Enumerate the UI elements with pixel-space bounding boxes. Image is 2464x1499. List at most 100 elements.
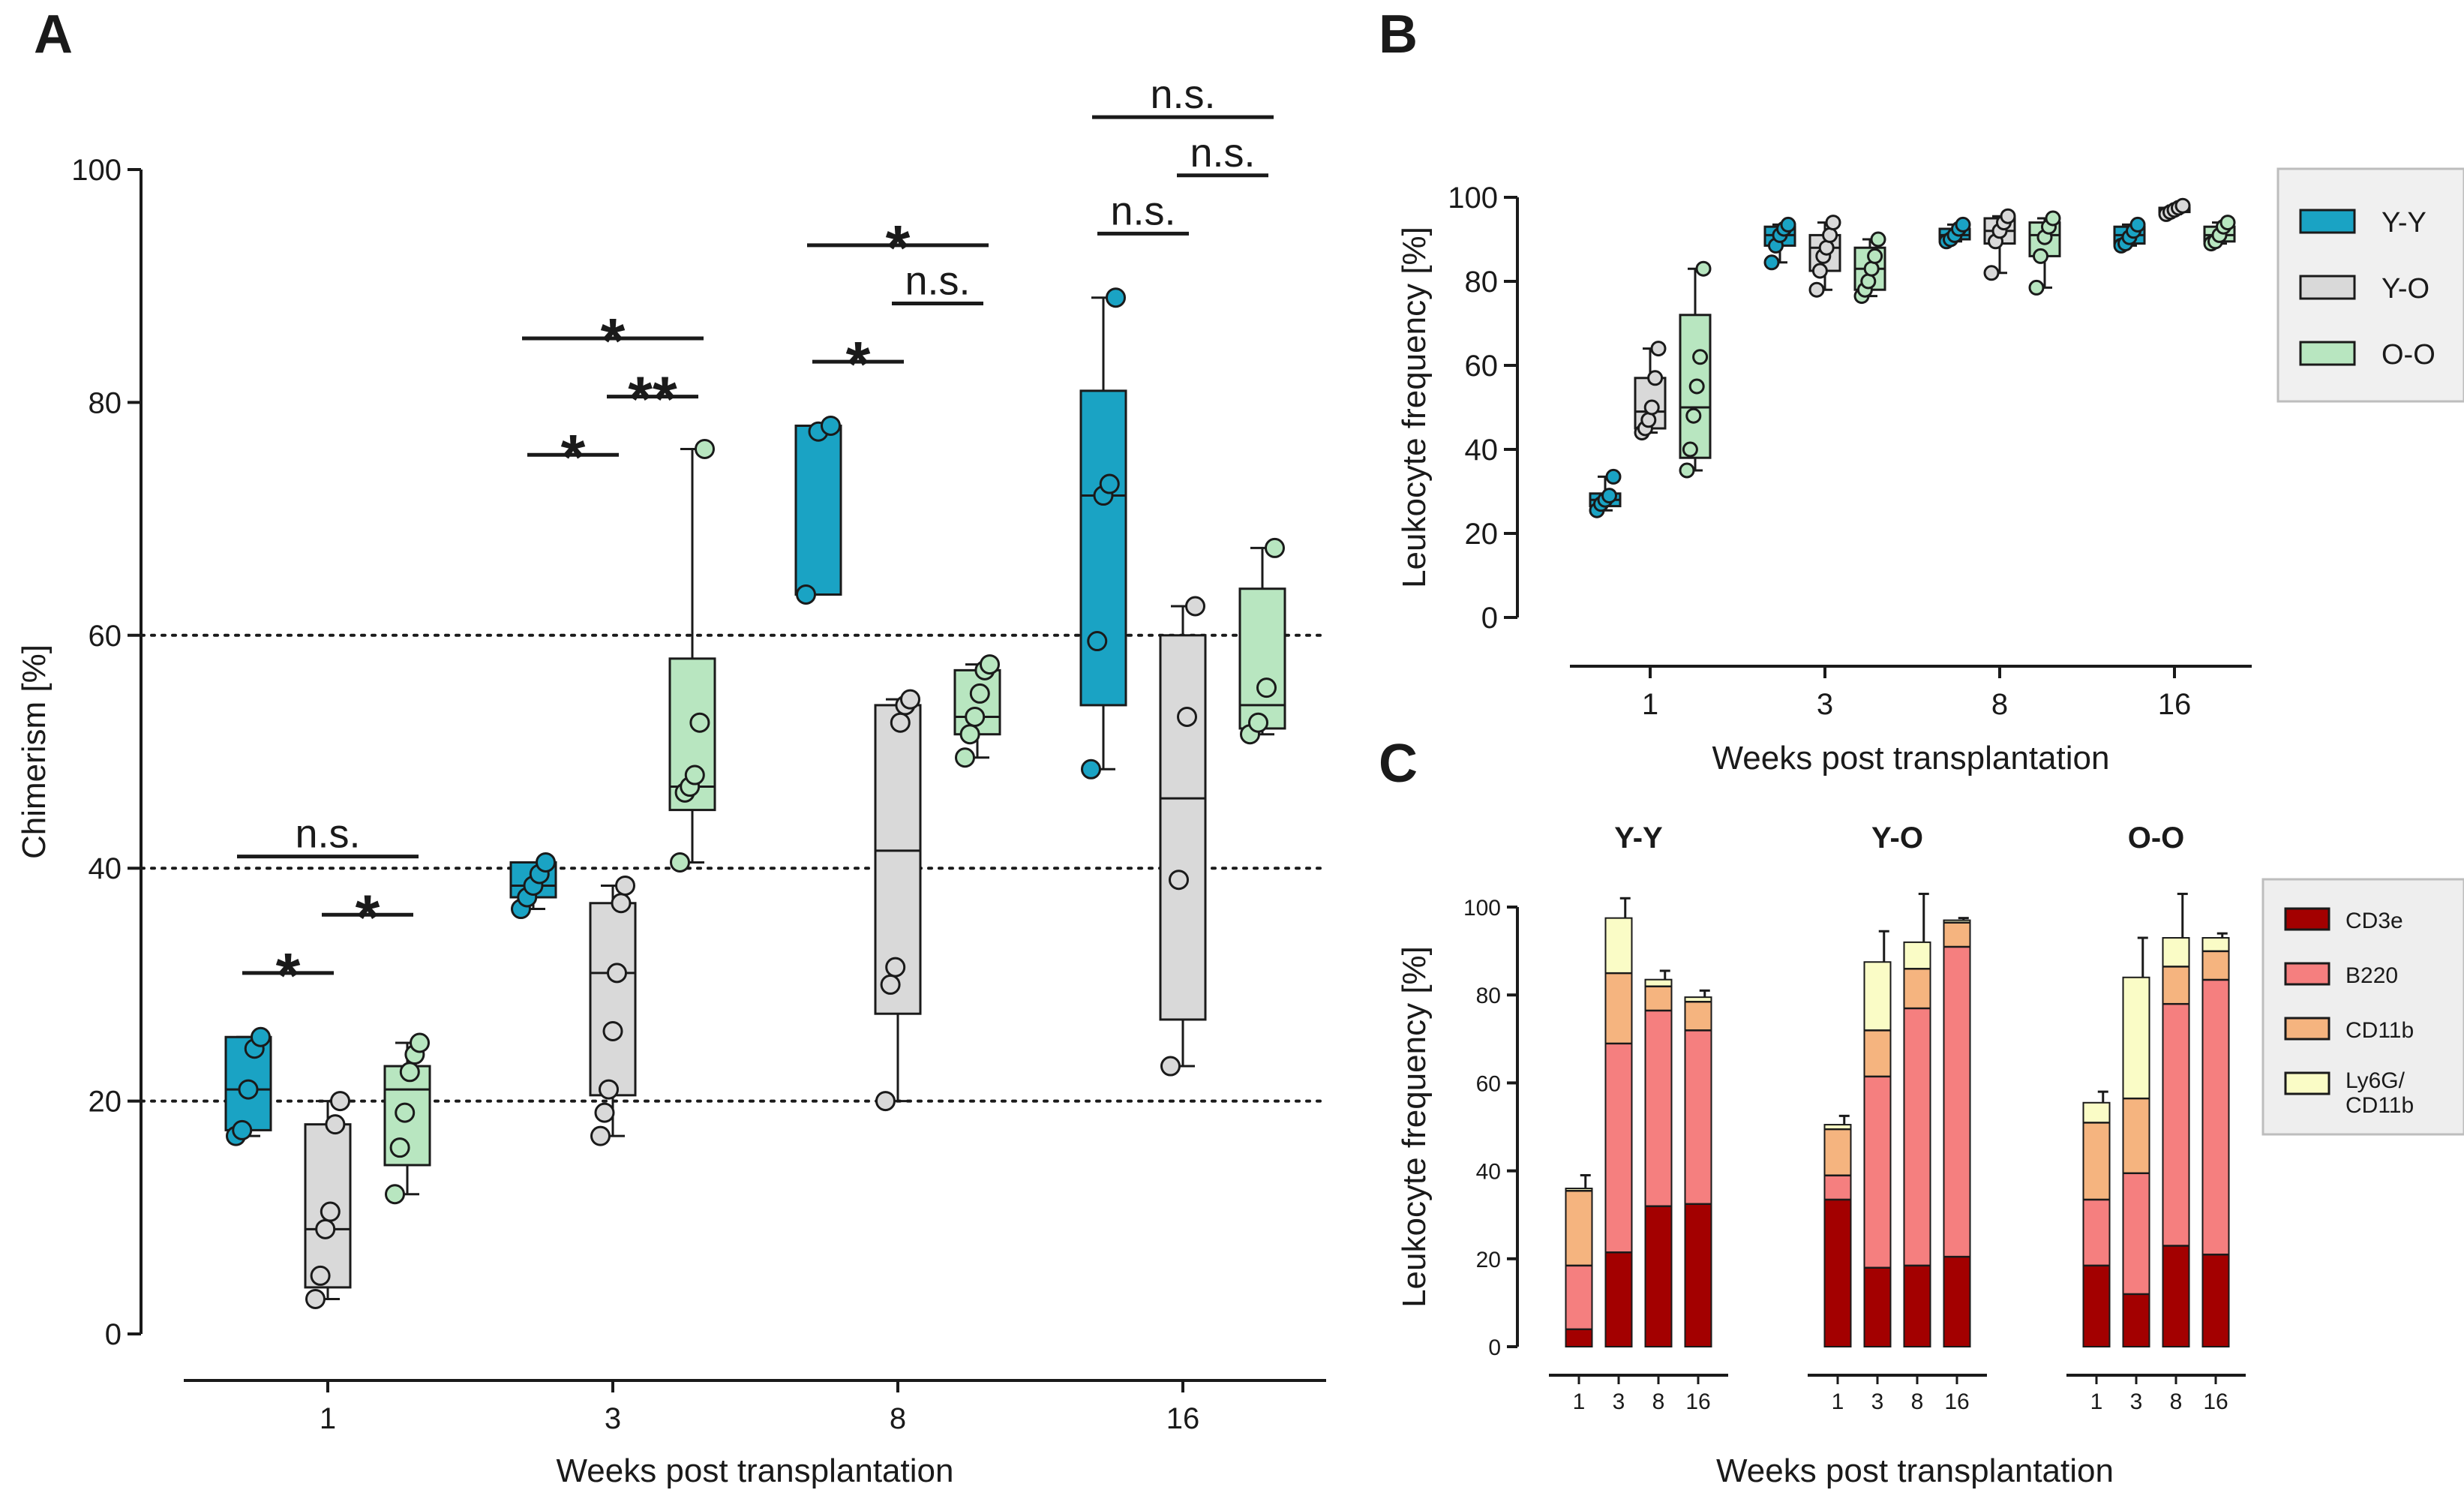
data-point [1605,468,1622,485]
legend-swatch [2284,962,2330,986]
segment-CD11b [1943,921,1971,948]
legend-label: CD3e [2345,909,2403,933]
segment-CD11b [1863,1029,1892,1077]
box-Y-O-3 [1808,215,1841,298]
legend-label: CD11b [2345,1018,2414,1043]
legend-label: Ly6G/CD11b [2345,1068,2414,1118]
significance-bracket: * [812,329,904,399]
panel-letter-c: C [1379,734,1418,794]
box-body [794,424,842,596]
segment-Ly6G/ CD11b [2201,937,2230,952]
data-point [1811,263,1828,279]
data-point [325,1114,346,1135]
significance-label: n.s. [1190,131,1255,176]
data-point [900,689,920,710]
segment-CD3e [1943,1255,1971,1347]
segment-B220 [2082,1198,2111,1266]
y-tick-label: 100 [1448,182,1498,215]
significance-label: n.s. [905,258,970,303]
data-point [2000,208,2016,224]
y-tick-label: 40 [89,852,122,885]
data-point [602,1020,623,1041]
box-Y-O-8 [874,689,922,1112]
segment-Ly6G/ CD11b [1903,941,1931,970]
segment-CD3e [1644,1205,1673,1347]
segment-Ly6G/ CD11b [1823,1124,1852,1130]
significance-bracket: n.s. [1177,131,1268,178]
segment-B220 [1644,1009,1673,1207]
segment-CD11b [1684,1000,1712,1032]
segment-CD3e [2082,1264,2111,1347]
x-tick-label: 16 [1685,1389,1710,1414]
legend-swatch [2284,907,2330,931]
group-Y-O: Y-O 1 3 8 16 [1808,822,1987,1414]
significance-label: n.s. [1110,188,1175,233]
x-tick-label: 8 [890,1402,906,1435]
box-Y-O-1 [304,1091,352,1309]
data-point [310,1265,331,1286]
segment-Ly6G/ CD11b [2122,976,2150,1099]
data-point [389,1137,410,1158]
segment-Ly6G/ CD11b [1943,919,1971,924]
data-point [1763,254,1780,271]
significance-bracket: * [527,422,619,492]
legend-swatch [2299,275,2356,300]
segment-CD3e [2201,1253,2230,1347]
segment-Ly6G/ CD11b [2082,1101,2111,1124]
data-point [395,1102,416,1123]
panel-c: 0 20 40 60 80 100 Leukocyte frequency [%] Weeks… [1396,822,2464,1489]
group-title: Y-Y [1614,822,1663,855]
segment-Ly6G/ CD11b [1565,1188,1593,1191]
segment-CD3e [1823,1198,1852,1347]
bar-Y-Y-8 [1644,969,1673,1347]
data-point [821,415,841,436]
box-O-O-3 [1853,231,1886,305]
data-point [599,1079,619,1100]
segment-CD3e [1684,1203,1712,1348]
x-axis-title: Weeks post transplantation [1716,1452,2114,1489]
significance-bracket: * [807,212,989,283]
data-point [885,957,906,978]
legend-swatch [2284,1071,2330,1095]
data-point [1818,239,1835,256]
y-tick-label: 0 [1488,1335,1501,1360]
data-point [590,1125,611,1146]
data-point [615,875,635,896]
panel-letter-a: A [34,5,73,65]
y-axis-title: Chimerism [%] [16,644,53,859]
data-point [594,1102,615,1123]
data-point [2129,216,2146,233]
box-Y-Y-3 [1763,216,1796,271]
box-Y-Y-1 [1589,468,1622,518]
significance-label: ** [628,364,677,434]
segment-Ly6G/ CD11b [1604,917,1633,974]
significance-bracket: n.s. [1097,188,1189,236]
x-tick-label: 1 [1573,1389,1586,1414]
data-point [955,747,975,768]
y-tick-label: 60 [1476,1071,1501,1096]
data-point [695,438,715,459]
bar-O-O-8 [2162,892,2190,1347]
x-tick-label: 1 [320,1402,336,1435]
data-point [1640,412,1657,428]
data-point [875,1091,896,1112]
x-tick-label: 8 [2170,1389,2183,1414]
data-point [320,1201,341,1222]
data-point [410,1032,430,1053]
segment-CD11b [2082,1122,2111,1200]
box-body [1679,314,1712,459]
segment-CD11b [1644,985,1673,1011]
segment-Ly6G/ CD11b [1644,978,1673,987]
significance-label: * [846,329,871,399]
data-point [1169,870,1189,891]
segment-B220 [1684,1029,1712,1205]
data-point [1955,216,1971,233]
box-Y-O-16 [1159,596,1207,1077]
box-O-O-8 [2028,210,2061,296]
data-point [1643,399,1660,416]
significance-label: n.s. [1150,72,1215,117]
data-point [2219,215,2236,231]
data-point [1185,596,1205,617]
box-Y-Y-16 [1079,287,1127,780]
